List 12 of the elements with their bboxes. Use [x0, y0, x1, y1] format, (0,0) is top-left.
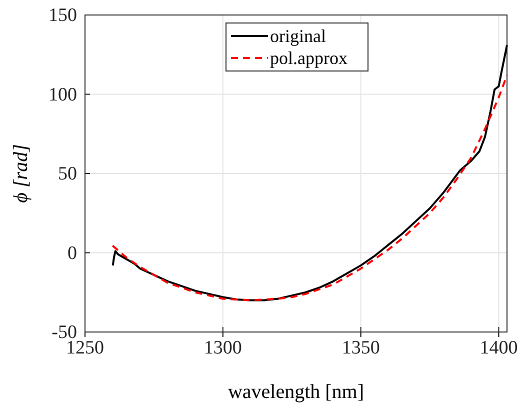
- legend-label: original: [270, 26, 326, 46]
- x-tick-label: 1250: [66, 337, 104, 358]
- y-tick-label: 0: [68, 242, 77, 264]
- y-tick-label: 50: [58, 164, 77, 185]
- y-tick-label: 150: [48, 5, 77, 26]
- x-axis-title: wavelength [nm]: [228, 381, 364, 403]
- x-tick-label: 1400: [480, 337, 518, 358]
- y-tick-label: 100: [48, 84, 77, 106]
- y-axis-title: ϕ [rad]: [10, 144, 32, 203]
- x-tick-label: 1350: [342, 337, 380, 358]
- x-tick-label: 1300: [204, 337, 242, 358]
- legend-label: pol.approx: [270, 48, 348, 68]
